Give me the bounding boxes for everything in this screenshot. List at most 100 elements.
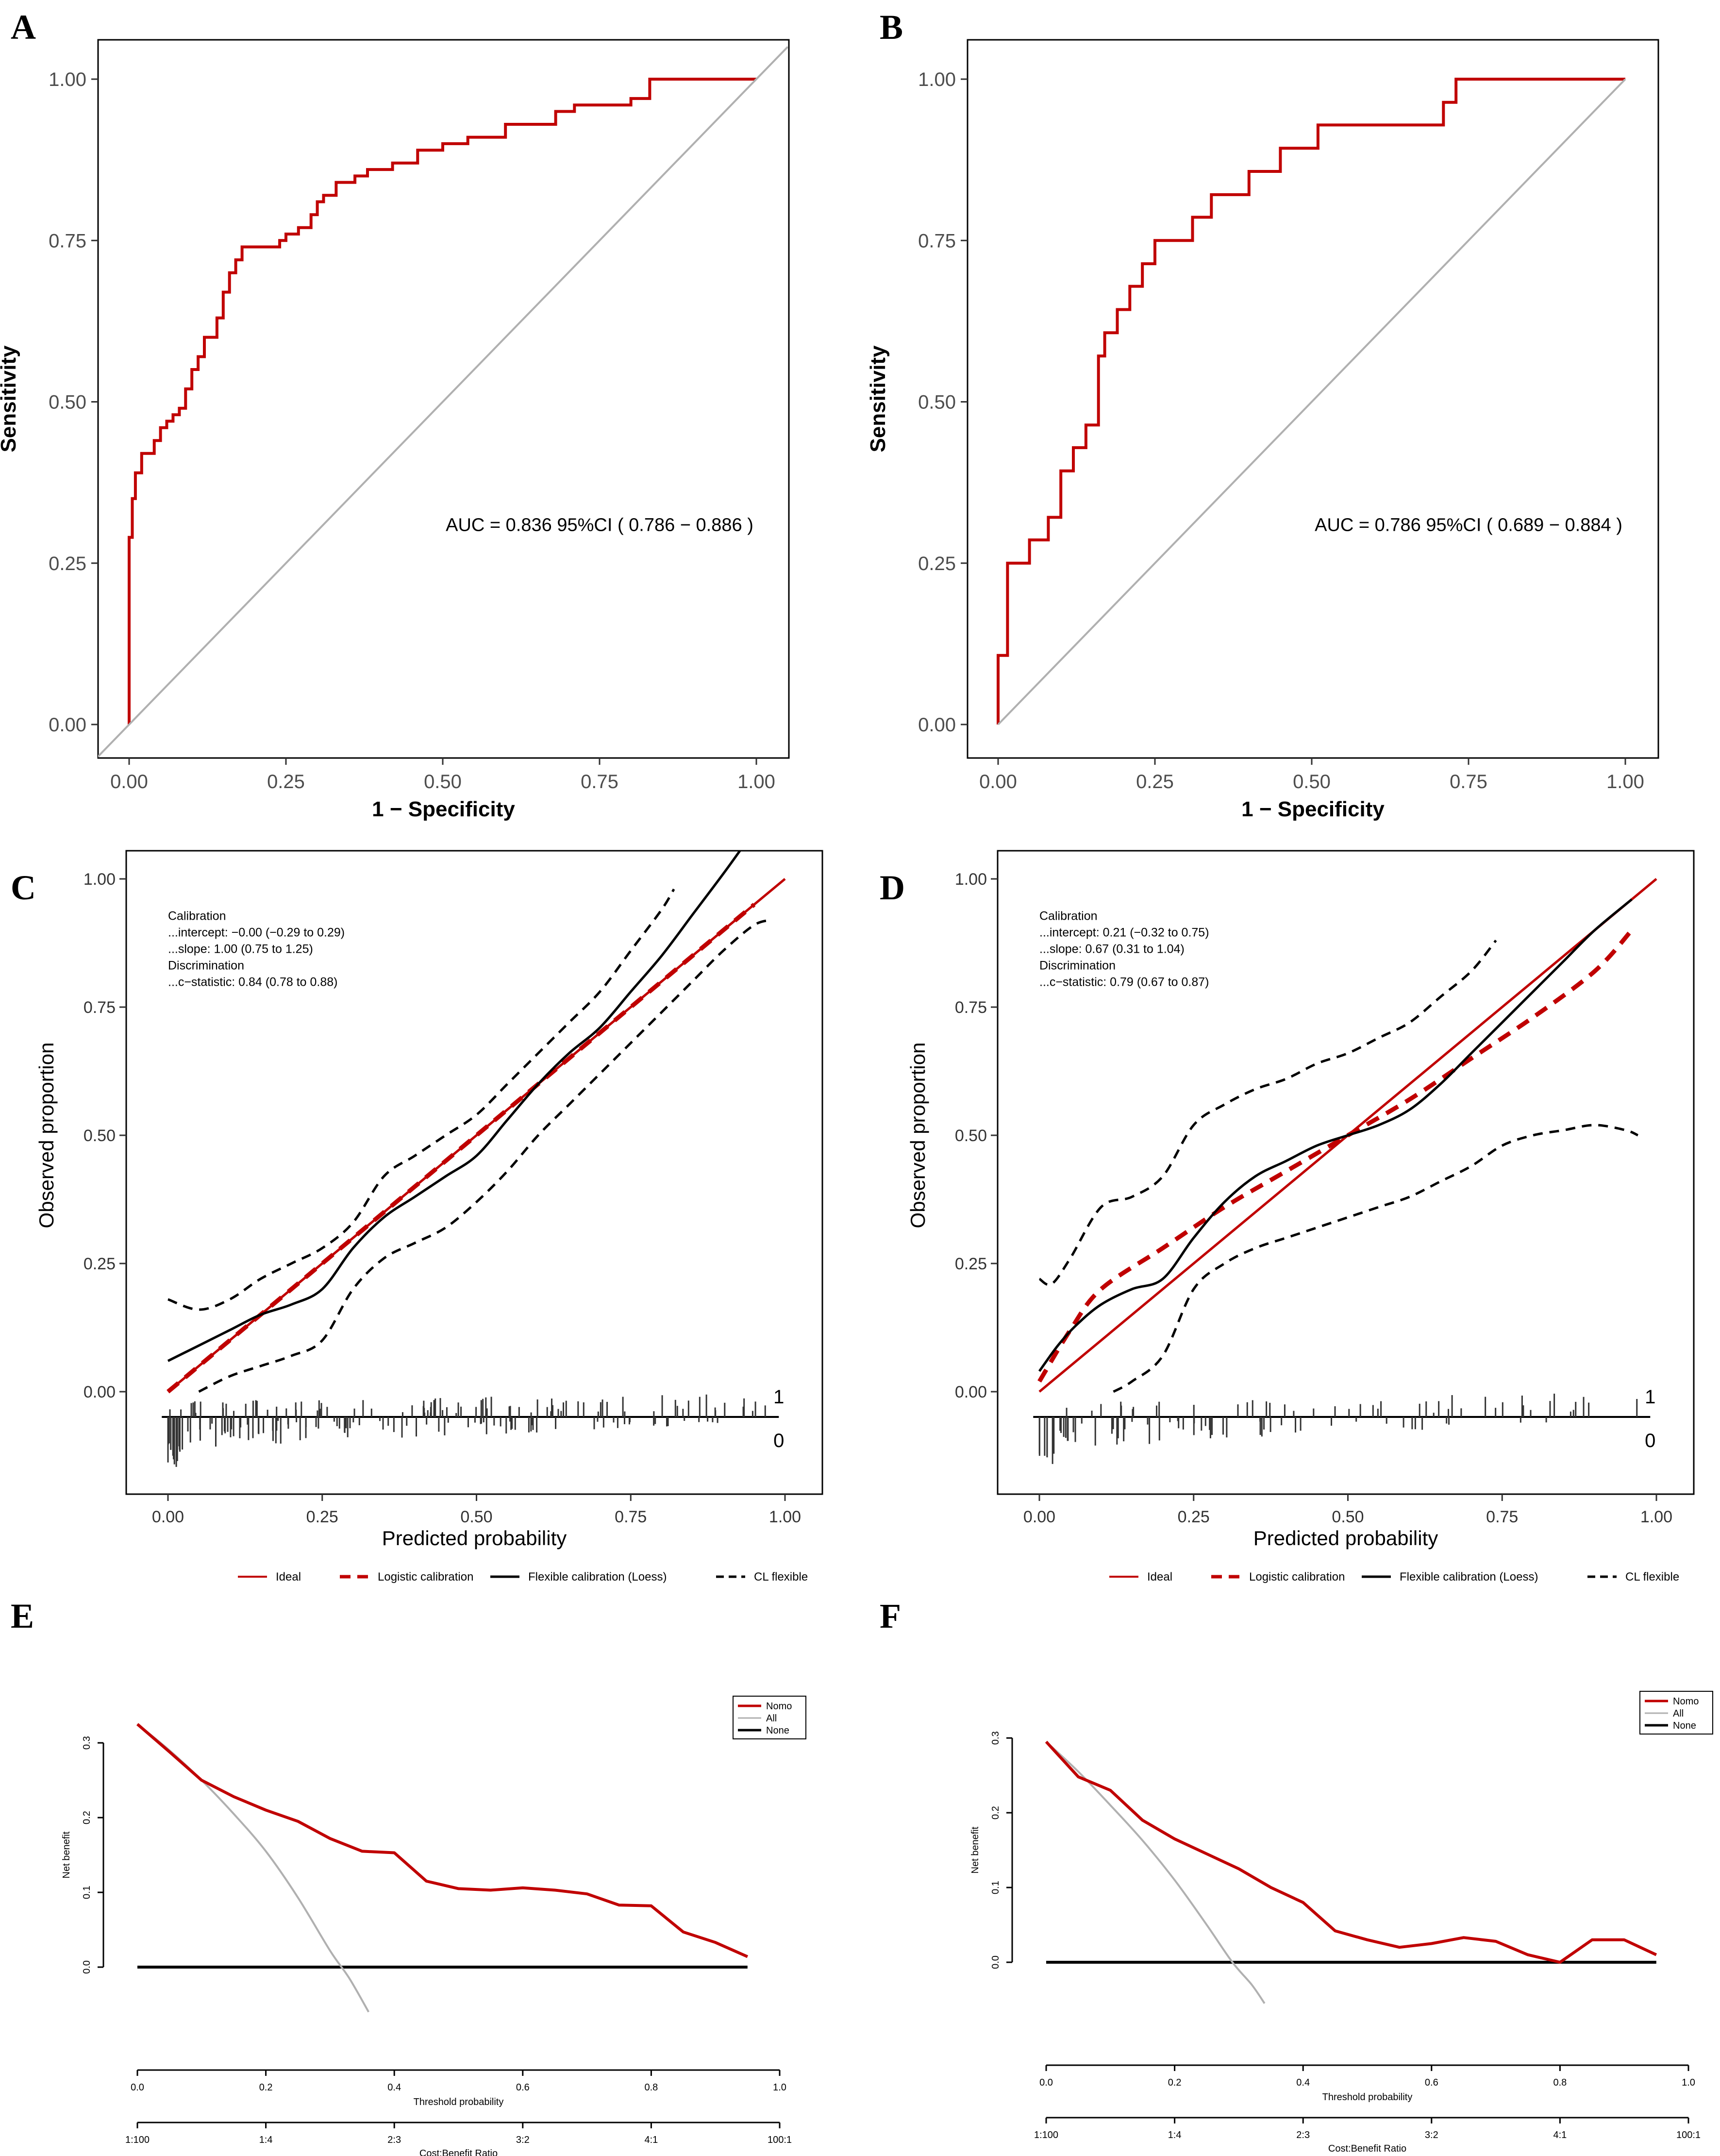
x-tick-label: 1.00 (769, 1508, 801, 1526)
panel-b-roc: 0.00 0.25 0.50 0.75 1.00 0.00 0.25 0.50 0.75 1.00… (866, 39, 1659, 821)
ratio-tick-label: 100:1 (768, 2135, 792, 2145)
x-tick-label: 0.75 (1450, 771, 1487, 792)
ratio-tick-label: 2:3 (1296, 2130, 1310, 2140)
x-tick-label: 1.00 (737, 771, 775, 792)
legend-label: Flexible calibration (Loess) (528, 1570, 667, 1583)
panel-letter-c: C (11, 868, 36, 907)
y-tick-label: 0.25 (83, 1255, 116, 1273)
rug-label-event: 1 (1645, 1386, 1655, 1408)
y-tick-label: 0.25 (955, 1255, 987, 1273)
x-tick-label: 1.00 (1606, 771, 1644, 792)
legend-label: Ideal (276, 1570, 301, 1583)
panel-e-decision-curve: 0.0 0.1 0.2 0.3 Net benefit 0.0 0.2 0.4 0.6 0.8 1.… (61, 1696, 806, 2156)
ratio-axis-label: Cost:Benefit Ratio (1328, 2143, 1406, 2154)
panel-f-decision-curve: 0.0 0.1 0.2 0.3 Net benefit 0.0 0.2 0.4 0.6 0.8 1.… (970, 1691, 1713, 2154)
y-tick-label: 0.0 (990, 1955, 1001, 1969)
legend-label: None (766, 1725, 789, 1736)
panel-letter-d: D (880, 868, 905, 907)
all-curve (136, 1723, 370, 2013)
x-tick-label: 0.25 (306, 1508, 338, 1526)
panel-letter-a: A (11, 8, 36, 47)
ratio-tick-label: 1:4 (1168, 2130, 1182, 2140)
x-tick-label: 0.2 (259, 2082, 273, 2093)
x-tick-label: 0.0 (131, 2082, 144, 2093)
cl-flexible-curve (1113, 1124, 1638, 1393)
x-tick-label: 0.00 (1023, 1508, 1055, 1526)
y-tick-label: 0.25 (49, 553, 86, 574)
ratio-tick-label: 1:100 (1034, 2130, 1058, 2140)
y-tick-label: 1.00 (955, 870, 987, 889)
ratio-tick-label: 3:2 (516, 2135, 530, 2145)
x-tick-label: 0.0 (1039, 2077, 1053, 2088)
x-tick-label: 0.75 (615, 1508, 647, 1526)
x-tick-label: 1.0 (773, 2082, 786, 2093)
y-tick-label: 0.50 (49, 392, 86, 413)
plot-frame (997, 850, 1695, 1495)
y-tick-label: 1.00 (83, 870, 116, 889)
x-tick-label: 0.4 (1296, 2077, 1310, 2088)
legend-label: Flexible calibration (Loess) (1400, 1570, 1538, 1583)
logistic-calibration-curve (167, 903, 756, 1394)
calibration-stat-line: ...intercept: 0.21 (−0.32 to 0.75) (1039, 926, 1209, 939)
x-tick-label: 0.8 (644, 2082, 658, 2093)
panel-a-roc: 0.00 0.25 0.50 0.75 1.00 0.00 0.25 0.50 0.75 1.00… (0, 39, 790, 821)
rug-label-nonevent: 0 (773, 1430, 784, 1451)
y-tick-label: 0.00 (83, 1383, 116, 1401)
legend-label: Nomo (1673, 1696, 1699, 1707)
legend-label: Ideal (1147, 1570, 1172, 1583)
panel-d-calibration: 1 0 Calibration ...intercept: 0.21 (−0.32 t… (906, 850, 1695, 1583)
y-tick-label: 0.75 (83, 998, 116, 1017)
plot-area (136, 1723, 749, 2013)
calibration-stat-line: Discrimination (168, 959, 244, 972)
x-tick-label: 1.0 (1682, 2077, 1695, 2088)
x-tick-label: 0.25 (1178, 1508, 1210, 1526)
plot-area (167, 851, 786, 1394)
x-tick-label: 0.2 (1168, 2077, 1182, 2088)
x-tick-label: 0.25 (1136, 771, 1174, 792)
x-tick-label: 1.00 (1640, 1508, 1672, 1526)
legend-label: CL flexible (1625, 1570, 1679, 1583)
plot-area (997, 78, 1626, 725)
x-axis-label: Predicted probability (1253, 1527, 1438, 1550)
panel-letter-b: B (880, 8, 903, 47)
x-tick-label: 0.50 (1293, 771, 1331, 792)
y-axis-label: Observed proportion (35, 1043, 58, 1229)
y-tick-label: 0.00 (918, 714, 956, 736)
cl-flexible-curve (1038, 940, 1497, 1286)
y-tick-label: 0.0 (82, 1960, 92, 1974)
y-axis-label: Observed proportion (906, 1043, 929, 1229)
reference-curve (997, 78, 1626, 725)
x-tick-label: 0.00 (110, 771, 148, 792)
legend-label: Logistic calibration (378, 1570, 473, 1583)
y-tick-label: 0.2 (990, 1806, 1001, 1819)
x-tick-label: 0.4 (387, 2082, 401, 2093)
rug-label-nonevent: 0 (1645, 1430, 1655, 1451)
y-tick-label: 0.50 (918, 392, 956, 413)
y-tick-label: 0.00 (49, 714, 86, 736)
panel-c-calibration: 1 0 Calibration ...intercept: −0.00 (−0.29 … (35, 850, 823, 1583)
plot-frame (125, 850, 823, 1495)
x-axis-label: Threshold probability (414, 2097, 504, 2107)
ratio-tick-label: 2:3 (387, 2135, 401, 2145)
legend-label: CL flexible (754, 1570, 808, 1583)
reference-curve (98, 46, 789, 758)
logistic-calibration-curve (1037, 928, 1634, 1383)
y-axis-label: Sensitivity (0, 345, 20, 453)
roc-curve (997, 78, 1625, 724)
x-tick-label: 0.6 (1425, 2077, 1438, 2088)
plot-area (1045, 1740, 1657, 2004)
legend-label: None (1673, 1720, 1696, 1731)
calibration-stat-line: Calibration (168, 909, 226, 923)
x-axis-label: 1 − Specificity (372, 797, 515, 821)
plot-frame (967, 39, 1659, 759)
calibration-stat-line: Discrimination (1039, 959, 1116, 972)
y-tick-label: 0.3 (990, 1731, 1001, 1745)
y-tick-label: 0.25 (918, 553, 956, 574)
x-axis-label: 1 − Specificity (1241, 797, 1385, 821)
ideal-curve (167, 878, 786, 1393)
x-tick-label: 0.50 (460, 1508, 492, 1526)
legend-label: Nomo (766, 1701, 792, 1712)
all-curve (1045, 1741, 1266, 2004)
ratio-tick-label: 4:1 (644, 2135, 658, 2145)
